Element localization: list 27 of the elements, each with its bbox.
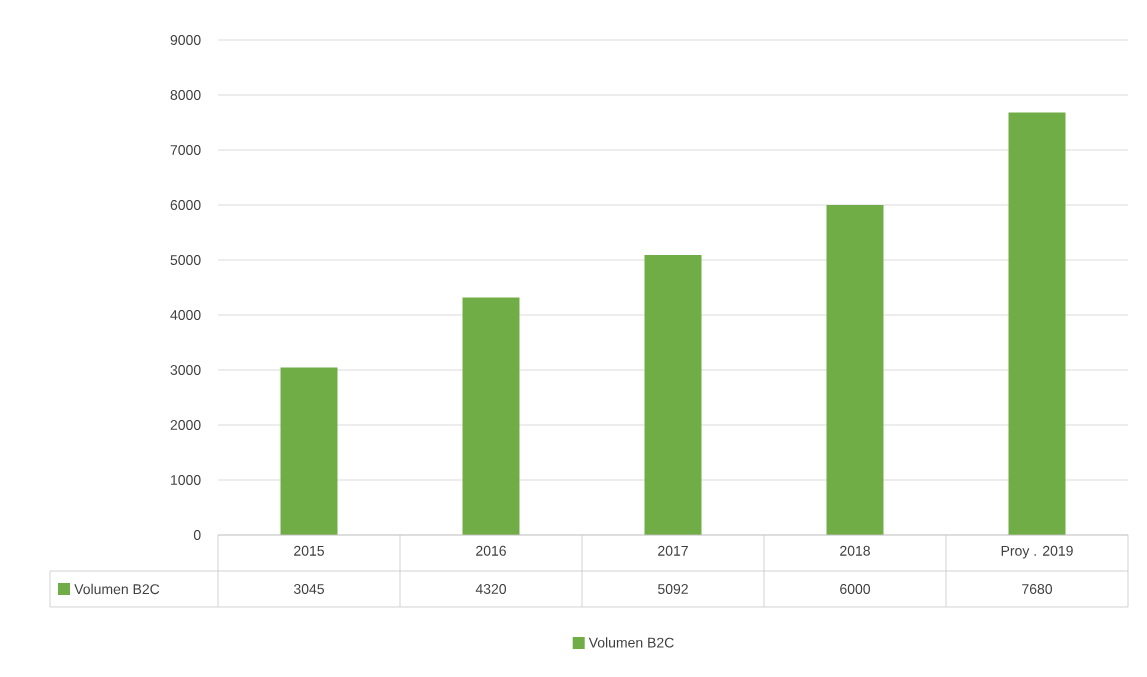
x-tick-label: Proy . 2019: [1001, 545, 1073, 559]
y-tick-label: 5000: [170, 255, 201, 265]
y-tick-label: 3000: [170, 365, 201, 375]
text: Volumen B2C: [74, 583, 160, 595]
y-tick-label: 9000: [170, 35, 201, 45]
data-label: 5092: [658, 584, 688, 594]
data-label: 3045: [293, 584, 324, 594]
y-tick-label: 0: [193, 530, 201, 540]
bar: [1008, 112, 1066, 535]
bar: [280, 367, 338, 535]
x-tick-label: 2017: [658, 545, 688, 556]
y-tick-label: 4000: [170, 310, 201, 320]
bar: [462, 297, 520, 535]
data-label: 4320: [475, 584, 507, 594]
bar: [826, 205, 884, 535]
y-tick-label: 8000: [170, 90, 201, 100]
y-tick-label: 7000: [170, 145, 201, 155]
y-tick-label: 6000: [170, 200, 201, 210]
x-tick-label: 2018: [840, 545, 870, 556]
bar: [644, 254, 702, 535]
x-tick-label: 2015: [294, 545, 324, 556]
data-label: 6000: [840, 584, 871, 594]
y-tick-label: 1000: [171, 475, 201, 485]
x-tick-label: 2016: [476, 545, 506, 556]
data-label: 7680: [1022, 584, 1053, 594]
legend-label: Volumen B2C: [588, 637, 674, 648]
y-tick-label: 2000: [170, 420, 201, 430]
